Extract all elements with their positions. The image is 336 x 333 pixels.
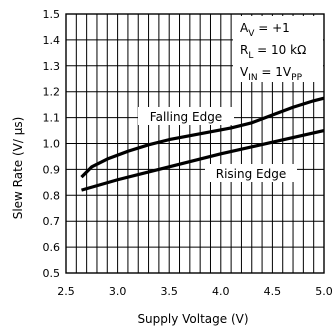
- falling-edge-label-bg: [138, 107, 234, 125]
- x-tick-label: 3.5: [160, 285, 178, 298]
- x-axis-label: Supply Voltage (V): [137, 312, 248, 326]
- falling-edge-label: Falling Edge: [150, 110, 222, 124]
- y-tick-label: 0.6: [43, 241, 61, 254]
- x-tick-label: 4.0: [212, 285, 230, 298]
- y-tick-label: 1.2: [43, 86, 61, 99]
- x-tick-label: 2.5: [57, 285, 75, 298]
- y-tick-label: 0.8: [43, 189, 61, 202]
- x-tick-label: 4.5: [264, 285, 282, 298]
- y-tick-label: 1.1: [43, 112, 61, 125]
- y-tick-label: 1.5: [43, 8, 61, 21]
- series-lines: [80, 96, 325, 192]
- falling-edge-line: [80, 96, 325, 179]
- y-tick-label: 1.4: [43, 34, 61, 47]
- rising-edge-label-bg: [205, 164, 297, 182]
- y-tick-label: 1.0: [43, 138, 61, 151]
- rising-edge-label: Rising Edge: [216, 167, 287, 181]
- y-axis-label: Slew Rate (V/ μs): [11, 117, 25, 220]
- annotation-rl: RL = 10 kΩ: [240, 43, 306, 61]
- annotation-av: AV = +1: [240, 21, 290, 39]
- annotation-background: [233, 16, 323, 82]
- rising-edge-line: [81, 128, 325, 192]
- grid-lines: [65, 13, 325, 274]
- x-tick-label: 3.0: [109, 285, 127, 298]
- annotation-vin: VIN = 1VPP: [240, 65, 303, 83]
- plot-frame: [65, 13, 325, 274]
- y-tick-label: 1.3: [43, 60, 61, 73]
- y-tick-labels: 0.5 0.6 0.7 0.8 0.9 1.0 1.1 1.2 1.3 1.4 1.5: [43, 8, 61, 280]
- y-tick-label: 0.9: [43, 163, 61, 176]
- y-tick-label: 0.7: [43, 215, 61, 228]
- x-tick-label: 5.0: [315, 285, 333, 298]
- y-tick-label: 0.5: [43, 267, 61, 280]
- x-tick-labels: 2.5 3.0 3.5 4.0 4.5 5.0: [57, 285, 333, 298]
